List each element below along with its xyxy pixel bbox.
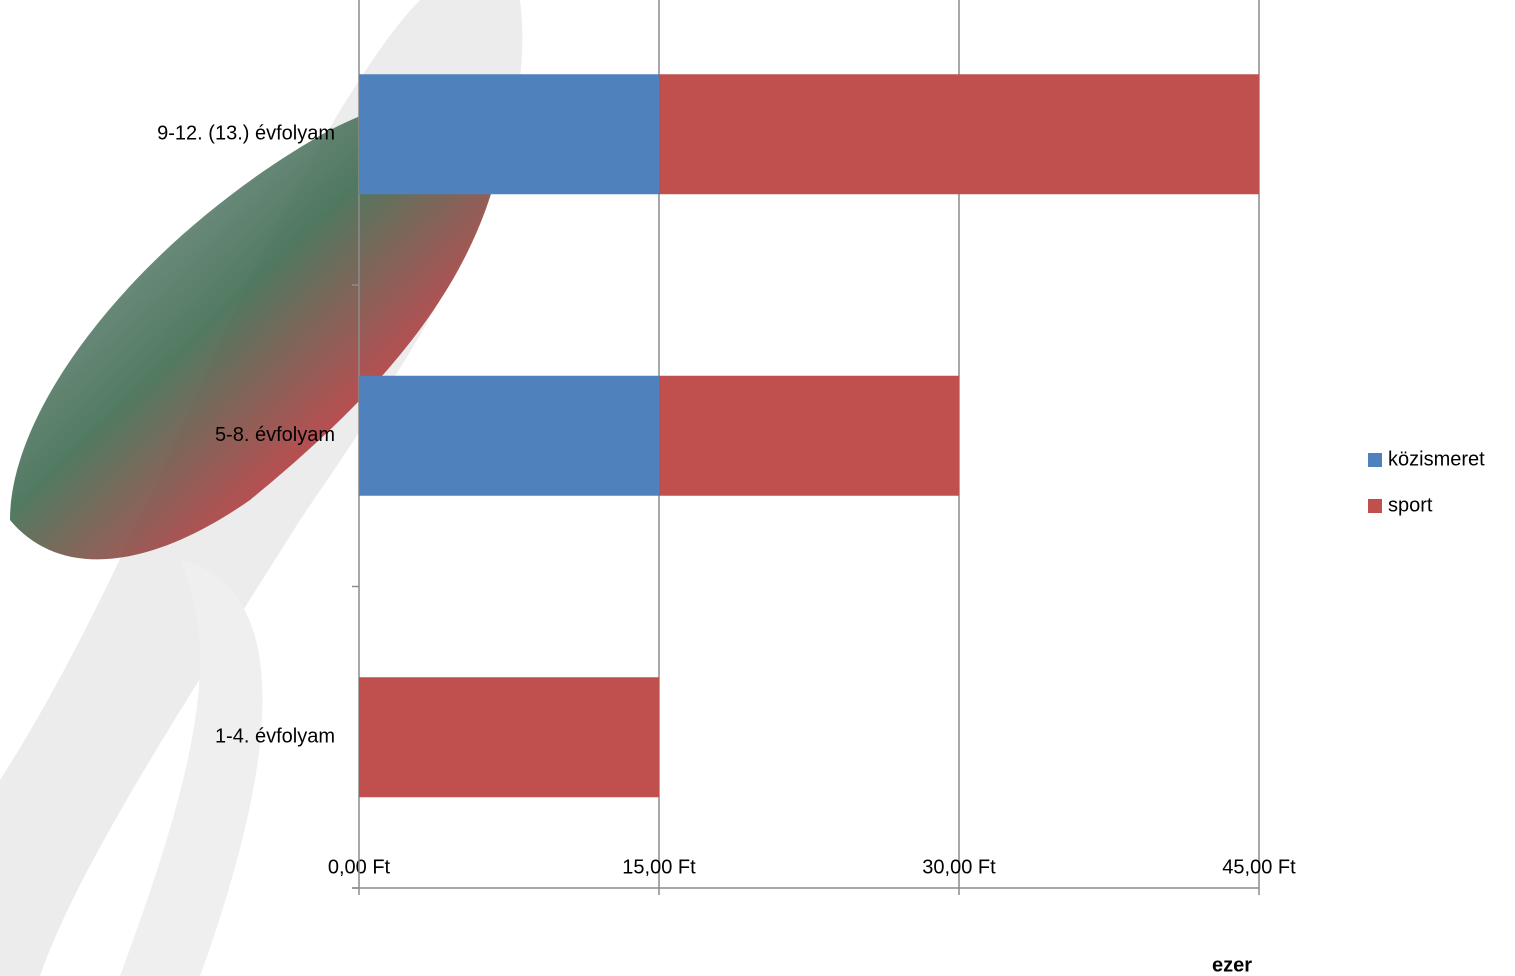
bar: [359, 375, 659, 496]
x-tick-label: 15,00 Ft: [622, 856, 696, 878]
x-axis-title: ezer: [1212, 954, 1252, 976]
bar: [359, 677, 659, 798]
legend-swatch: [1368, 499, 1382, 513]
bar: [659, 74, 1259, 195]
background-swoosh: [120, 560, 263, 976]
background-photo: [10, 92, 503, 560]
x-tick-label: 45,00 Ft: [1222, 856, 1296, 878]
bar: [659, 375, 959, 496]
bar: [359, 74, 659, 195]
legend-label: sport: [1388, 494, 1433, 516]
x-tick-label: 30,00 Ft: [922, 856, 996, 878]
legend-label: közismeret: [1388, 448, 1485, 470]
y-tick-label: 9-12. (13.) évfolyam: [157, 123, 335, 145]
y-tick-label: 5-8. évfolyam: [215, 424, 335, 446]
y-tick-label: 1-4. évfolyam: [215, 726, 335, 748]
legend-swatch: [1368, 453, 1382, 467]
